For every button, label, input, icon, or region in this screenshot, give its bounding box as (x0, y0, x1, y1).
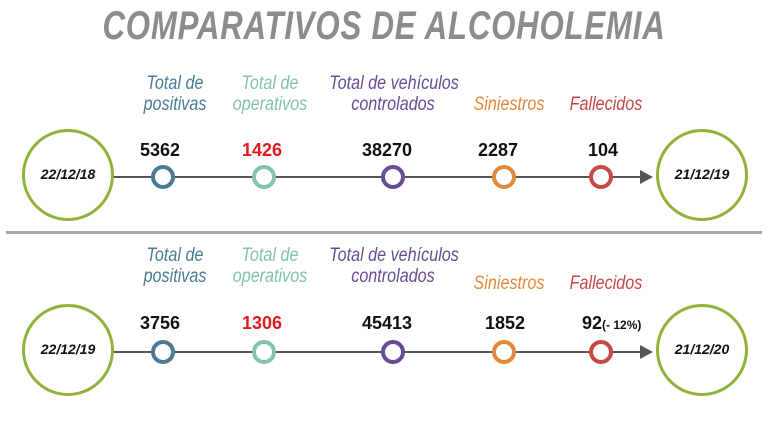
node-siniestros (492, 340, 516, 364)
start-date-circle: 22/12/18 (22, 129, 114, 221)
end-date-circle: 21/12/20 (656, 304, 748, 396)
value-fallecidos: 104 (588, 140, 619, 160)
timeline-line (110, 176, 640, 178)
value-total-operativos: 1426 (242, 140, 283, 160)
node-siniestros (492, 165, 516, 189)
label-siniestros: Siniestros (473, 94, 545, 115)
start-date-circle: 22/12/19 (22, 304, 114, 396)
node-positivas (151, 340, 175, 364)
value-fallecidos: 92(- 12%) (582, 313, 641, 334)
value-total-operativos: 1306 (242, 313, 283, 333)
node-fallecidos (589, 340, 613, 364)
end-date: 21/12/20 (674, 341, 730, 357)
value-total-positivas: 5362 (140, 140, 181, 160)
timeline-arrow-icon (640, 345, 653, 359)
label-total-positivas: Total de positivas (143, 73, 207, 115)
value-fallecidos-change: (- 12%) (602, 318, 642, 332)
node-vehiculos (381, 340, 405, 364)
label-total-operativos: Total de operativos (232, 73, 308, 115)
end-date: 21/12/19 (674, 166, 730, 182)
page-title: COMPARATIVOS DE ALCOHOLEMIA (102, 4, 666, 48)
node-vehiculos (381, 165, 405, 189)
node-operativos (252, 340, 276, 364)
timeline-line (110, 351, 640, 353)
label-total-positivas: Total de positivas (143, 245, 207, 287)
value-total-vehiculos: 38270 (362, 140, 413, 160)
label-total-vehiculos: Total de vehículos controlados (329, 245, 459, 287)
value-siniestros: 2287 (478, 140, 519, 160)
comparison-panel-2018-2019: Total de positivas Total de operativos Tot… (0, 0, 768, 221)
value-siniestros: 1852 (485, 313, 526, 333)
start-date: 22/12/18 (40, 166, 96, 182)
timeline-arrow-icon (640, 170, 653, 184)
comparison-panel-2019-2020: Total de positivas Total de operativos Tot… (0, 175, 768, 396)
value-total-vehiculos: 45413 (362, 313, 413, 333)
start-date: 22/12/19 (40, 341, 96, 357)
label-total-vehiculos: Total de vehículos controlados (329, 73, 459, 115)
node-fallecidos (589, 165, 613, 189)
label-fallecidos: Fallecidos (569, 273, 643, 294)
label-total-operativos: Total de operativos (232, 245, 308, 287)
value-total-positivas: 3756 (140, 313, 181, 333)
label-siniestros: Siniestros (473, 273, 545, 294)
end-date-circle: 21/12/19 (656, 129, 748, 221)
node-operativos (252, 165, 276, 189)
value-fallecidos-number: 92 (582, 313, 603, 333)
section-divider (6, 231, 762, 234)
node-positivas (151, 165, 175, 189)
label-fallecidos: Fallecidos (569, 94, 643, 115)
